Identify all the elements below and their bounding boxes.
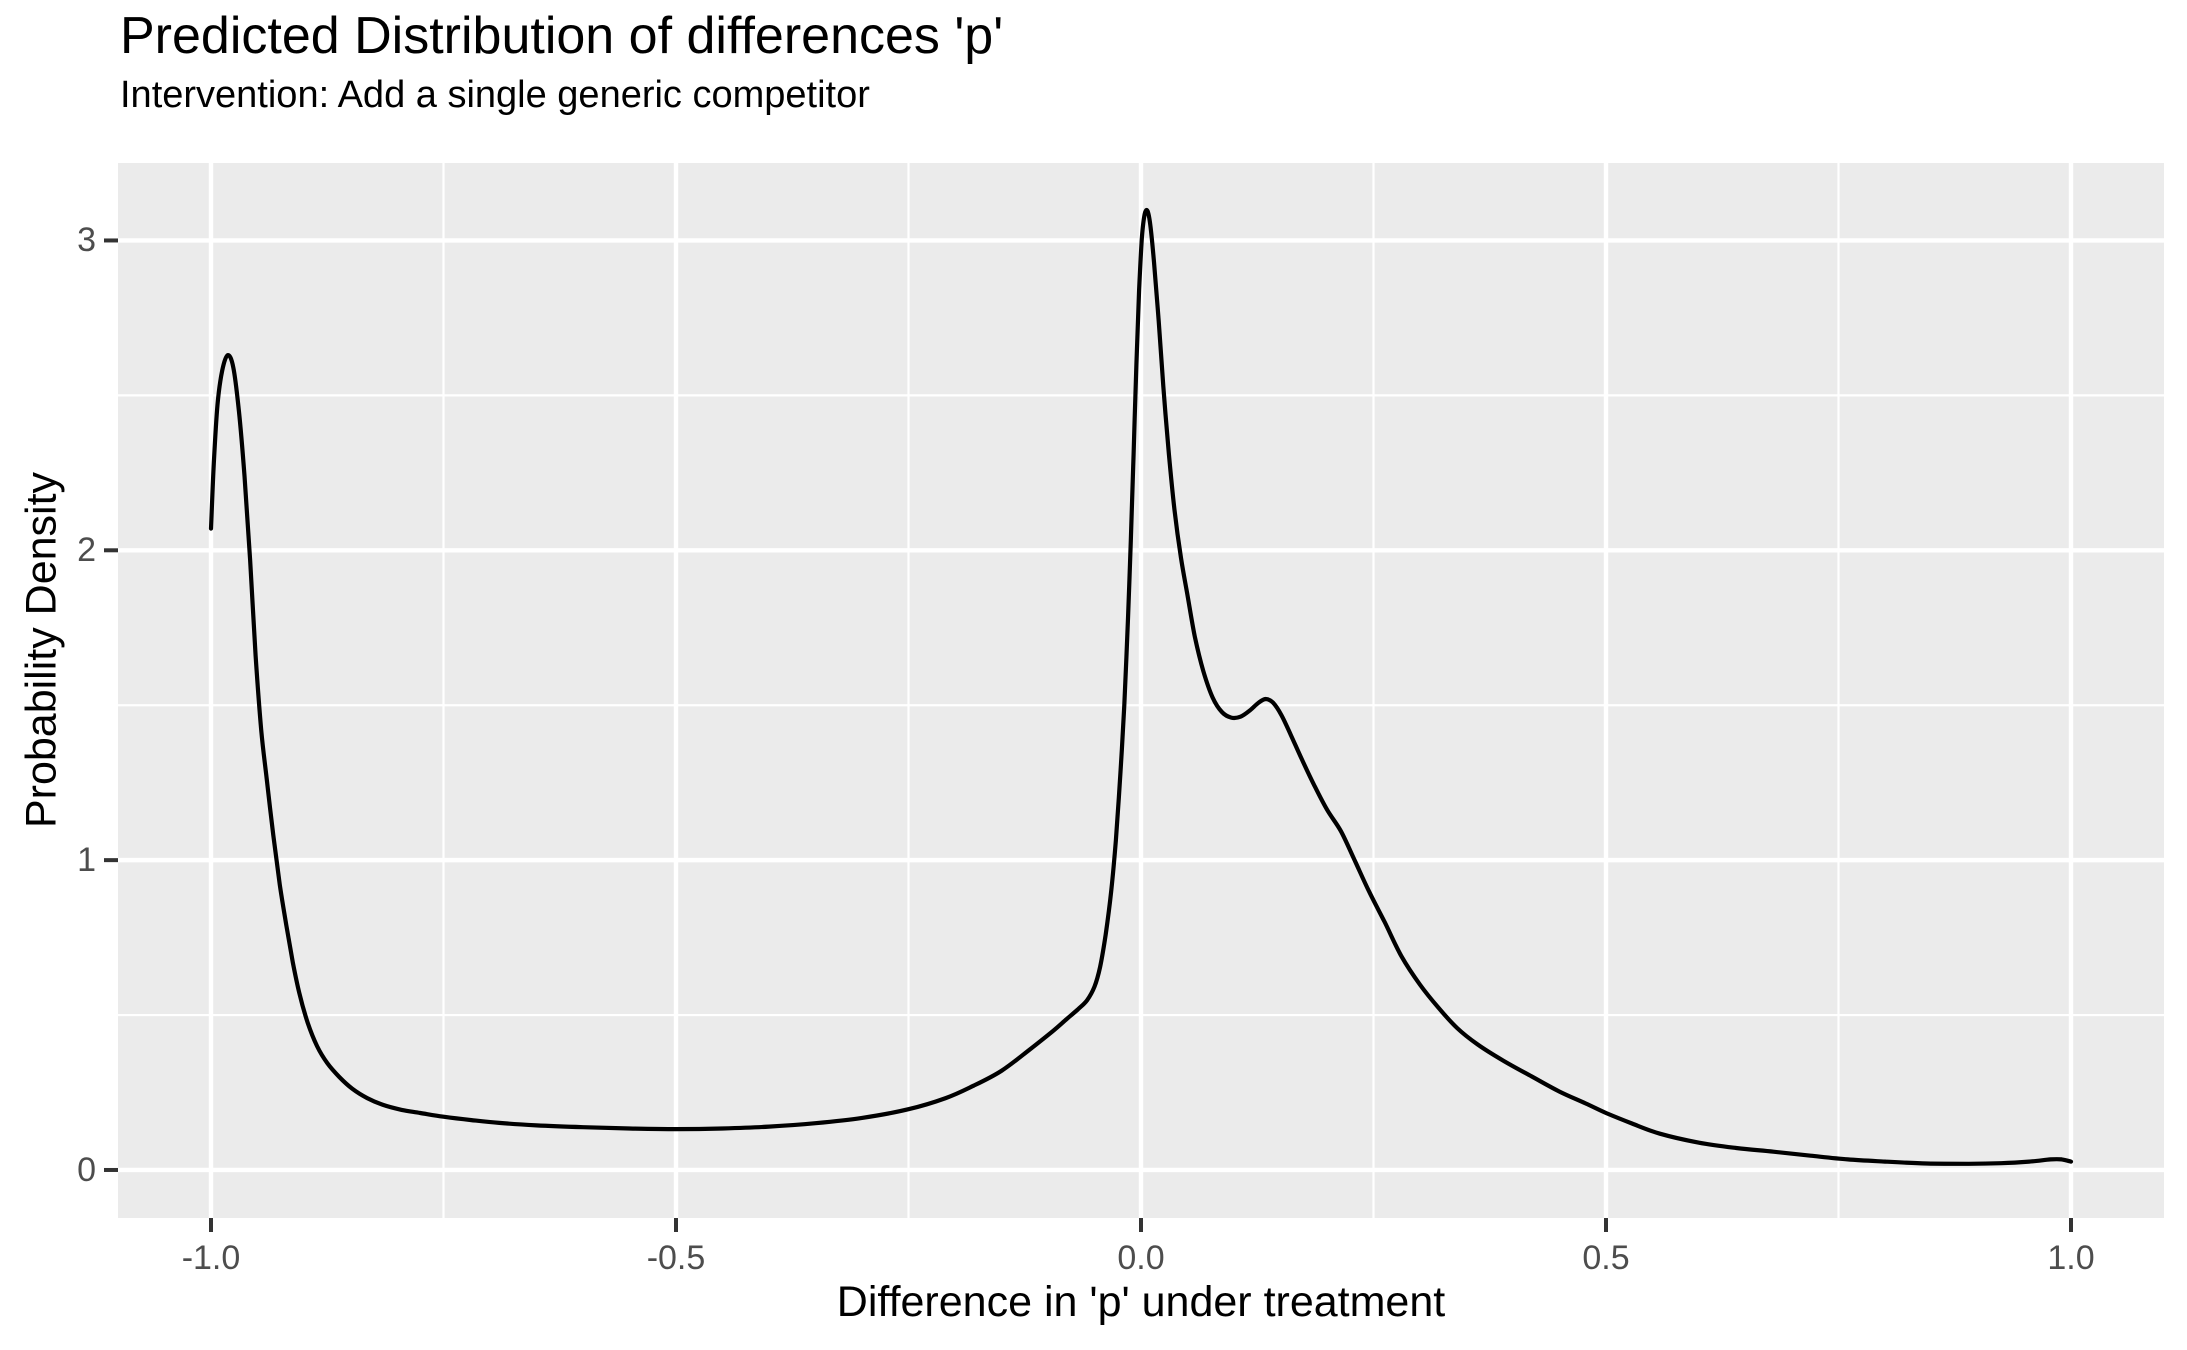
chart-title: Predicted Distribution of differences 'p… xyxy=(120,7,1004,65)
x-tick-label: 0.0 xyxy=(1117,1239,1165,1277)
chart-subtitle: Intervention: Add a single generic compe… xyxy=(120,74,870,116)
y-tick-label: 2 xyxy=(77,531,96,570)
y-tick-label: 3 xyxy=(77,221,96,260)
y-tick-label: 1 xyxy=(77,841,96,880)
y-axis-title: Probability Density xyxy=(17,471,66,829)
x-tick-label: 0.5 xyxy=(1582,1239,1630,1277)
x-tick-label: -1.0 xyxy=(181,1239,241,1277)
y-tick-label: 0 xyxy=(77,1150,96,1189)
density-curve xyxy=(208,207,2074,1166)
x-axis-title: Difference in 'p' under treatment xyxy=(836,1278,1446,1326)
x-tick-label: 1.0 xyxy=(2047,1239,2095,1277)
x-tick-label: -0.5 xyxy=(646,1239,706,1277)
